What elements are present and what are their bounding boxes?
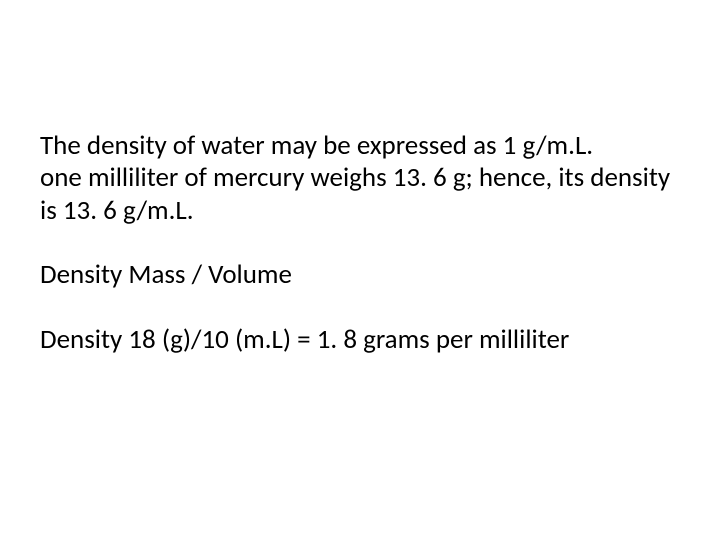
text-line-2: one milliliter of mercury weighs 13. 6 g… <box>40 161 670 226</box>
paragraph-calculation: Density 18 (g)/10 (m.L) = 1. 8 grams per… <box>40 324 680 356</box>
slide-container: The density of water may be expressed as… <box>0 0 720 540</box>
paragraph-water-density: The density of water may be expressed as… <box>40 130 680 227</box>
paragraph-formula: Density Mass / Volume <box>40 259 680 291</box>
text-line-1: The density of water may be expressed as… <box>40 129 593 162</box>
